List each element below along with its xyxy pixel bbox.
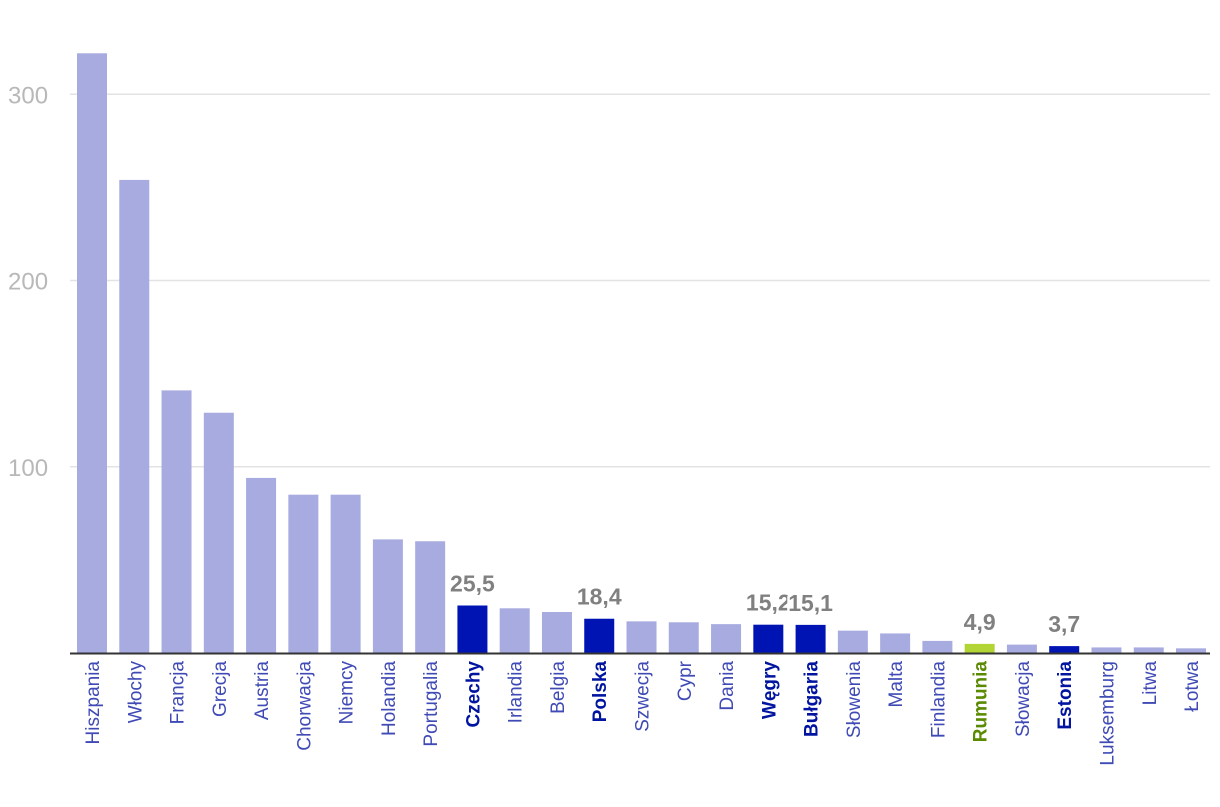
x-tick-label: Chorwacja (294, 661, 315, 751)
x-tick-label: Portugalia (421, 661, 442, 747)
x-tick-label: Niemcy (337, 661, 358, 725)
x-tick-label: Słowenia (844, 661, 865, 739)
x-tick-label: Łotwa (1182, 661, 1203, 712)
x-tick-label: Finlandia (928, 661, 949, 739)
x-tick-label: Austria (252, 661, 273, 721)
x-tick-label: Dania (717, 661, 738, 711)
grid-layer (70, 93, 1210, 468)
bar-czechy (457, 605, 488, 653)
bar-belgia (541, 612, 572, 653)
x-tick-label: Polska (590, 661, 611, 723)
bar-słowacja (1006, 644, 1037, 653)
bar-malta (880, 633, 911, 653)
data-label: 3,7 (1048, 611, 1080, 637)
bar-polska (584, 618, 615, 653)
x-tick-label: Francja (168, 661, 189, 725)
bar-austria (246, 477, 277, 653)
bar-dania (711, 624, 742, 653)
bars-layer (77, 53, 1207, 654)
labels-layer: Hiszpania Włochy Francja Grecja Austria Chorw… (83, 568, 1203, 766)
x-tick-label: Irlandia (506, 661, 527, 724)
bar-węgry (753, 624, 784, 653)
x-tick-label: Węgry (759, 661, 780, 720)
x-tick-label: Słowacja (1013, 661, 1034, 737)
bar-rumunia (964, 643, 995, 653)
x-tick-label: Cypr (675, 660, 696, 701)
bar-niemcy (330, 494, 361, 653)
x-tick-label: Litwa (1140, 661, 1161, 706)
bar-litwa (1133, 647, 1164, 653)
bar-luksemburg (1091, 647, 1122, 653)
x-tick-label: Holandia (379, 661, 400, 736)
data-label: 25,5 (450, 571, 495, 597)
x-tick-label: Włochy (125, 661, 146, 724)
x-tick-label: Rumunia (971, 661, 992, 743)
x-tick-label: Hiszpania (83, 661, 104, 745)
x-tick-label: Luksemburg (1097, 661, 1118, 766)
bar-grecja (203, 412, 234, 653)
bar-łotwa (1176, 648, 1207, 653)
bar-finlandia (922, 640, 953, 653)
y-tick-label: 300 (8, 82, 48, 109)
bar-szwecja (626, 621, 657, 653)
bar-francja (161, 390, 192, 653)
y-tick-label: 200 (8, 269, 48, 296)
bar-cypr (668, 622, 699, 653)
axis-layer: 100 200 300 (8, 82, 1210, 655)
bar-estonia (1049, 646, 1080, 653)
bar-słowenia (837, 630, 868, 653)
bar-portugalia (415, 541, 446, 653)
data-label: 4,9 (964, 609, 996, 635)
data-label: 18,4 (577, 584, 622, 610)
y-tick-label: 100 (8, 455, 48, 482)
x-tick-label: Malta (886, 661, 907, 708)
x-tick-label: Estonia (1055, 661, 1076, 730)
bar-chorwacja (288, 494, 319, 653)
data-label: 15,1 (788, 590, 833, 616)
data-label: 15,2 (746, 590, 791, 616)
x-tick-label: Belgia (548, 661, 569, 714)
bar-hiszpania (77, 53, 107, 653)
x-tick-label: Szwecja (633, 661, 654, 732)
bar-włochy (119, 179, 150, 654)
x-tick-label: Grecja (210, 661, 231, 717)
bar-bułgaria (795, 624, 826, 653)
x-tick-label: Czechy (463, 661, 484, 728)
bar-holandia (372, 539, 403, 653)
bar-irlandia (499, 608, 530, 653)
x-tick-label: Bułgaria (802, 661, 823, 737)
